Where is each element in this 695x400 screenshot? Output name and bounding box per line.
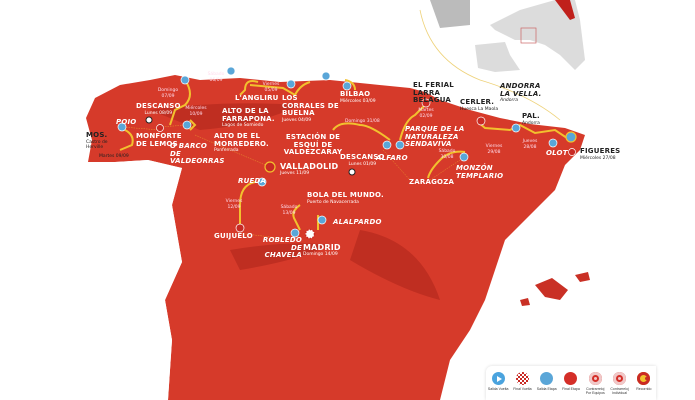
label-figueres: FIGUERES Miércoles 27/08 (580, 147, 621, 161)
europe-inset (419, 0, 585, 121)
legend-label: Salida Etapa (536, 387, 557, 391)
legend-label: Contrarreloj Individual (610, 387, 629, 395)
label-laredo: LAREDO (312, 61, 346, 69)
label-angliru: L'ANGLIRU (235, 94, 279, 102)
legend-label: Final Etapa (562, 387, 580, 391)
play-icon (491, 372, 505, 385)
label-descanso-0809: DESCANSO Lunes 08/09 (136, 102, 181, 116)
date-label: Miércoles 10/09 (185, 106, 207, 117)
date-label: Viernes 29/08 (485, 144, 503, 155)
legend-label: Contrarreloj Por Equipos (585, 387, 605, 395)
label-corrales: LOS CORRALES DE BUELNA Jueves 04/09 (282, 94, 339, 123)
label-pal: PAL. Andorra (522, 112, 540, 126)
label-andorra: ANDORRA LA VELLA. Andorra (500, 82, 542, 103)
legend-item: Salida Vuelta (487, 372, 509, 391)
portugal-area (0, 160, 182, 400)
label-madrid: MADRID Domingo 14/09 (303, 243, 341, 257)
label-alalpardo: ALALPARDO (333, 218, 382, 226)
red-circle-icon (564, 372, 578, 385)
date-label: Viernes 05/09 (262, 82, 280, 93)
date-label: Jueves 28/08 (522, 139, 538, 150)
stopwatch-icon (588, 372, 602, 385)
label-poio: POIO (116, 118, 137, 126)
label-monzon: MONZÓN TEMPLARIO (456, 164, 504, 180)
label-alfaro: ALFARO (376, 154, 408, 162)
legend-label: Recorrido (636, 387, 652, 391)
label-farrapona: ALTO DE LA FARRAPONA. Lagos de Somiedo (222, 107, 275, 128)
label-descanso-0109: DESCANSO Lunes 01/09 (340, 153, 385, 167)
stage-markers (117, 66, 577, 240)
label-guijuelo: GUIJUELO (214, 232, 253, 240)
date-label: Martes 09/09 (99, 154, 129, 159)
date-label: Viernes 12/09 (225, 199, 243, 210)
label-bilbao: BILBAO Miércoles 03/09 (340, 90, 376, 104)
checkered-flag-icon (515, 372, 529, 385)
label-larra-belagua: EL FERIAL LARRA BELAGUA (413, 81, 454, 104)
legend-item: Final Vuelta (511, 372, 533, 391)
legend-item: Salida Etapa (536, 372, 558, 391)
label-olot: OLOT (546, 149, 568, 157)
map-legend: Salida Vuelta Final Vuelta Salida Etapa … (486, 366, 656, 400)
label-sendaviva: PARQUE DE LA NATURALEZA SENDAVIVA (405, 125, 465, 148)
date-label: Domingo 31/08 (345, 119, 380, 124)
date-label: Sábado 06/09 (207, 72, 225, 83)
date-label: Martes 02/09 (418, 108, 434, 119)
route-icon (637, 372, 651, 385)
label-mos: MOS. Castro de Herville (86, 131, 108, 150)
route-lines (119, 79, 571, 231)
label-cabezon: CABEZÓN DE LA SAL (272, 54, 316, 70)
label-bola-del-mundo: BOLA DEL MUNDO. Puerto de Navacerrada (307, 191, 384, 205)
stopwatch-icon (613, 372, 627, 385)
balearic-islands (520, 272, 590, 306)
legend-item: Final Etapa (560, 372, 582, 391)
date-label: Domingo 07/09 (157, 88, 179, 99)
terrain-shading (150, 103, 440, 300)
label-robledo: ROBLEDO DE CHAVELA (262, 236, 302, 259)
legend-item: Recorrido (633, 372, 655, 391)
legend-label: Final Vuelta (513, 387, 532, 391)
label-valdezcaray: ESTACIÓN DE ESQUÍ DE VALDEZCARAY (283, 133, 343, 156)
label-valladolid: VALLADOLID Jueves 11/09 (280, 162, 339, 176)
label-monforte: MONFORTE DE LEMOS (136, 132, 182, 148)
legend-label: Salida Vuelta (487, 387, 509, 391)
blue-circle-icon (540, 372, 554, 385)
label-cerler: CERLER. Huesca La Maola (460, 98, 499, 112)
label-zaragoza: ZARAGOZA (409, 178, 455, 186)
label-morredero: ALTO DE EL MORREDERO. Ponferrada (214, 132, 269, 153)
date-label: Sábado 30/08 (438, 149, 456, 160)
label-rueda: RUEDA (238, 177, 267, 185)
date-label: Sábado 13/09 (280, 205, 298, 216)
legend-item: Contrarreloj Por Equipos (584, 372, 606, 395)
legend-item: Contrarreloj Individual (609, 372, 631, 395)
label-barco: O BARCO DE VALDEORRAS (170, 142, 225, 165)
label-aviles: AVILÉS (233, 56, 262, 64)
label-vegadeo: A VEIGA / VEGADEO (179, 49, 219, 65)
